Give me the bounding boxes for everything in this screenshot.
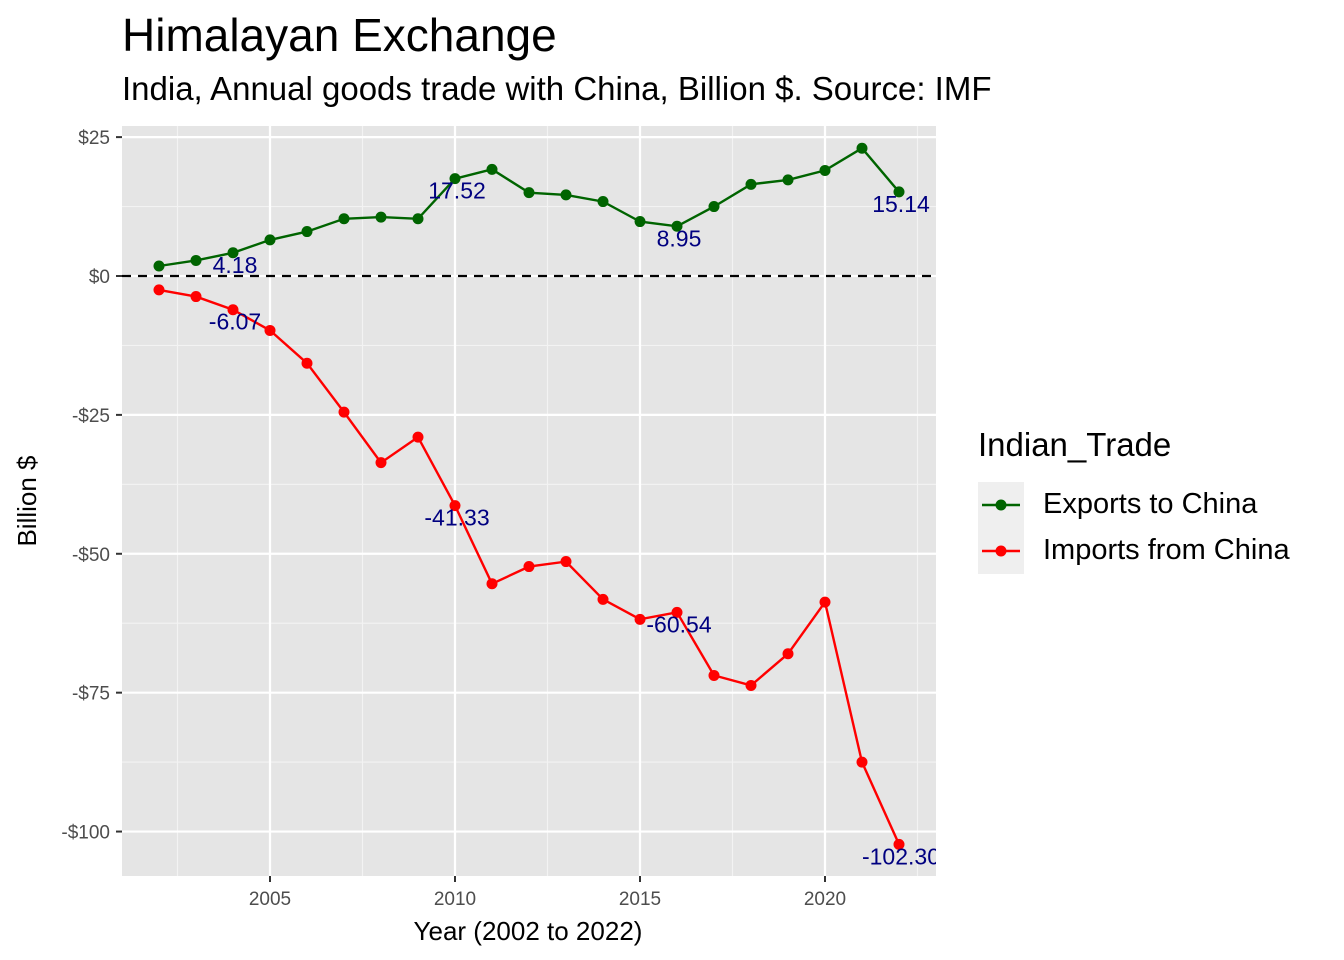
x-tick-label: 2015 [619,889,661,910]
data-point-0 [227,247,239,259]
data-point-1 [597,593,609,605]
data-label: 17.52 [428,178,486,204]
legend [978,482,1024,574]
legend-key-point-exports [995,499,1007,511]
data-point-1 [338,406,350,418]
y-tick-label: -$25 [72,406,110,427]
data-point-0 [486,163,498,175]
data-point-0 [745,178,757,190]
data-point-1 [412,431,424,443]
data-point-1 [634,613,646,625]
data-point-0 [856,142,868,154]
data-point-1 [671,606,683,618]
data-point-1 [819,596,831,608]
minor-gridlines [122,126,936,876]
data-point-1 [190,291,202,303]
data-point-1 [227,304,239,316]
plot-panel [122,126,936,876]
data-point-1 [708,669,720,681]
data-point-0 [597,196,609,208]
y-tick-label: $25 [78,128,110,149]
legend-key-point-imports [995,545,1007,557]
data-point-0 [338,213,350,225]
data-label: -102.30 [862,843,940,869]
data-point-1 [264,324,276,336]
data-label: -60.54 [646,611,711,637]
data-point-1 [745,679,757,691]
data-point-0 [560,189,572,201]
legend-title: Indian_Trade [978,426,1172,463]
series-layer [153,142,905,850]
data-point-0 [449,173,461,185]
y-tick-label: -$50 [72,545,110,566]
data-point-0 [375,211,387,223]
y-tick-label: $0 [89,267,110,288]
data-point-1 [449,500,461,512]
x-tick-label: 2010 [434,889,476,910]
data-point-0 [523,187,535,199]
data-point-0 [190,254,202,266]
data-point-1 [486,578,498,590]
data-point-0 [708,201,720,213]
data-point-1 [560,556,572,568]
chart-title: Himalayan Exchange [122,9,557,61]
data-point-0 [264,234,276,246]
data-label: 15.14 [872,191,930,217]
data-point-1 [893,838,905,850]
data-label-layer: 4.18 17.52 8.95 15.14 -6.07 -41.33 -60.54 -102.… [209,178,940,870]
y-tick-label: -$100 [61,823,110,844]
data-point-1 [856,756,868,768]
data-point-0 [412,213,424,225]
legend-label-exports: Exports to China [1043,488,1258,520]
data-point-1 [782,648,794,660]
data-label: 8.95 [657,225,702,251]
legend-label-imports: Imports from China [1043,534,1290,566]
data-point-0 [634,216,646,228]
data-label: -41.33 [424,505,489,531]
data-point-0 [819,164,831,176]
data-point-1 [375,457,387,469]
data-label: -6.07 [209,309,261,335]
y-axis-title: Billion $ [12,455,42,547]
data-point-0 [301,226,313,238]
data-point-1 [301,357,313,369]
data-point-1 [153,284,165,296]
chart-subtitle: India, Annual goods trade with China, Bi… [122,70,992,107]
data-point-1 [523,561,535,573]
data-point-0 [782,174,794,186]
x-tick-label: 2020 [804,889,846,910]
x-axis-title: Year (2002 to 2022) [414,916,643,946]
data-point-0 [671,220,683,232]
y-tick-label: -$75 [72,684,110,705]
data-point-0 [893,186,905,198]
data-point-0 [153,260,165,272]
axis-layer: 2005 2010 2015 2020 $25 $0 -$25 -$50 -$75 -$100 [61,128,846,910]
x-tick-label: 2005 [249,889,291,910]
data-label: 4.18 [213,252,258,278]
